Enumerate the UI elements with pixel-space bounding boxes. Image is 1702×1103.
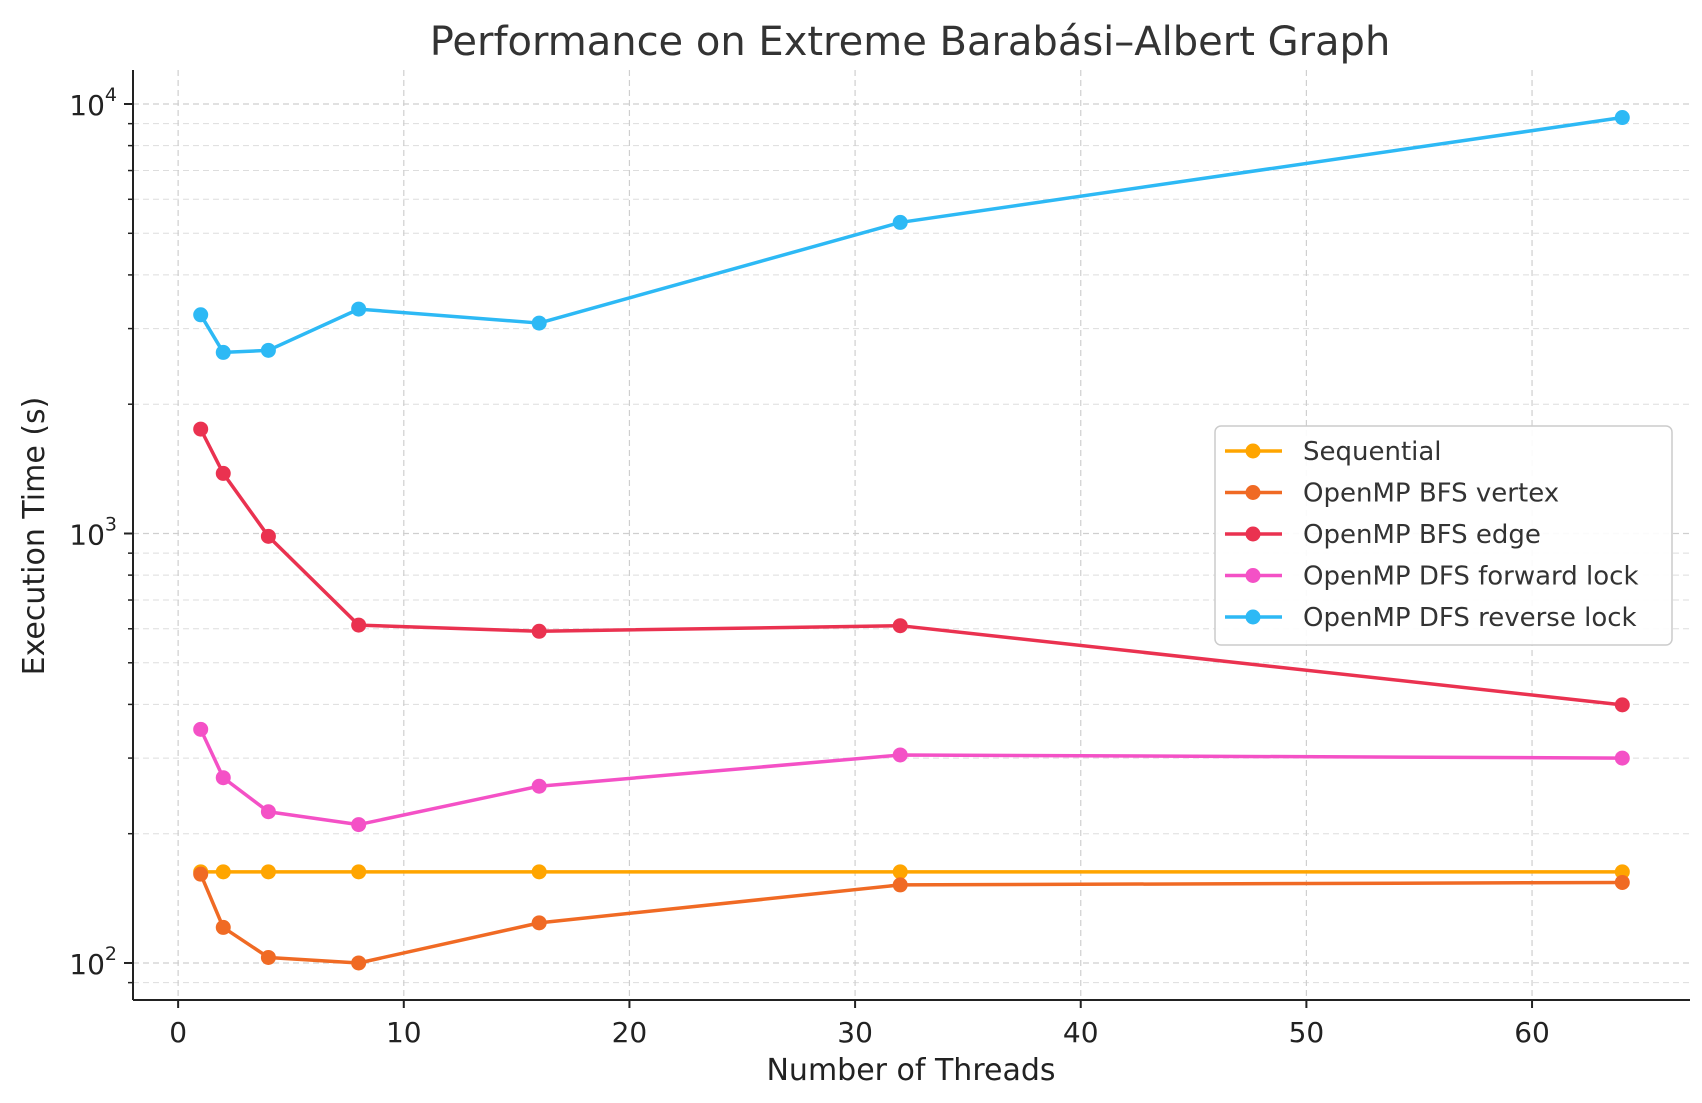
- series-3: [193, 421, 1630, 713]
- data-point: [215, 344, 231, 360]
- data-point: [215, 770, 231, 786]
- x-tick-label: 10: [386, 1016, 422, 1049]
- legend-label: OpenMP DFS reverse lock: [1303, 603, 1637, 633]
- data-point: [892, 747, 908, 763]
- data-point: [215, 864, 231, 880]
- x-tick-label: 30: [837, 1016, 873, 1049]
- data-point: [260, 864, 276, 880]
- data-point: [351, 301, 367, 317]
- data-point: [193, 866, 209, 882]
- data-point: [193, 721, 209, 737]
- y-ticks: 102 103 104: [69, 84, 133, 984]
- data-point: [351, 617, 367, 633]
- data-point: [1614, 697, 1630, 713]
- chart-title: Performance on Extreme Barabási–Albert G…: [430, 19, 1391, 65]
- data-point: [531, 315, 547, 331]
- legend-swatch-marker: [1245, 568, 1261, 583]
- legend-label: Sequential: [1303, 437, 1442, 467]
- legend-item: OpenMP BFS edge: [1225, 520, 1541, 550]
- data-point: [260, 528, 276, 544]
- data-point: [1614, 110, 1630, 126]
- data-point: [1614, 750, 1630, 766]
- data-point: [351, 817, 367, 833]
- data-point: [193, 421, 209, 437]
- legend: Sequential OpenMP BFS vertex OpenMP BFS ed…: [1214, 425, 1673, 646]
- data-point: [215, 919, 231, 935]
- legend-swatch-marker: [1245, 609, 1261, 625]
- legend-swatch-marker: [1245, 526, 1261, 542]
- data-point: [351, 864, 367, 880]
- data-point: [531, 623, 547, 639]
- legend-item: OpenMP BFS vertex: [1225, 479, 1559, 509]
- x-tick-label: 0: [169, 1016, 187, 1049]
- x-tick-label: 20: [612, 1016, 648, 1049]
- legend-item: Sequential: [1225, 437, 1442, 467]
- data-point: [1614, 864, 1630, 880]
- data-point: [531, 915, 547, 931]
- legend-swatch-marker: [1245, 485, 1261, 500]
- series-layer: [193, 110, 1630, 971]
- data-point: [351, 955, 367, 971]
- x-tick-label: 40: [1063, 1016, 1099, 1049]
- legend-item: OpenMP DFS forward lock: [1225, 562, 1639, 592]
- legend-label: OpenMP BFS edge: [1303, 520, 1541, 550]
- legend-box: [1214, 425, 1673, 646]
- y-tick-label: 104: [69, 84, 117, 122]
- legend-swatch-marker: [1245, 443, 1261, 459]
- data-point: [260, 342, 276, 358]
- data-point: [892, 214, 908, 230]
- data-point: [193, 307, 209, 323]
- data-point: [531, 864, 547, 880]
- data-point: [892, 864, 908, 880]
- x-ticks: 0 10 20 30 40 50 60: [169, 1000, 1550, 1049]
- series-4: [193, 721, 1630, 833]
- data-point: [892, 618, 908, 634]
- axes: [132, 70, 1690, 1001]
- y-tick-label: 102: [69, 943, 117, 981]
- legend-item: OpenMP DFS reverse lock: [1225, 603, 1637, 633]
- data-point: [215, 465, 231, 481]
- series-5: [193, 110, 1630, 360]
- data-point: [260, 949, 276, 965]
- legend-label: OpenMP BFS vertex: [1303, 479, 1559, 509]
- y-tick-label: 103: [69, 513, 117, 551]
- series-2: [193, 866, 1630, 971]
- legend-label: OpenMP DFS forward lock: [1303, 562, 1639, 592]
- x-tick-label: 60: [1514, 1016, 1550, 1049]
- x-axis-label: Number of Threads: [766, 1053, 1055, 1088]
- y-axis-label: Execution Time (s): [17, 397, 52, 676]
- data-point: [1614, 874, 1630, 890]
- x-tick-label: 50: [1289, 1016, 1325, 1049]
- data-point: [892, 877, 908, 893]
- data-point: [531, 778, 547, 794]
- data-point: [260, 804, 276, 820]
